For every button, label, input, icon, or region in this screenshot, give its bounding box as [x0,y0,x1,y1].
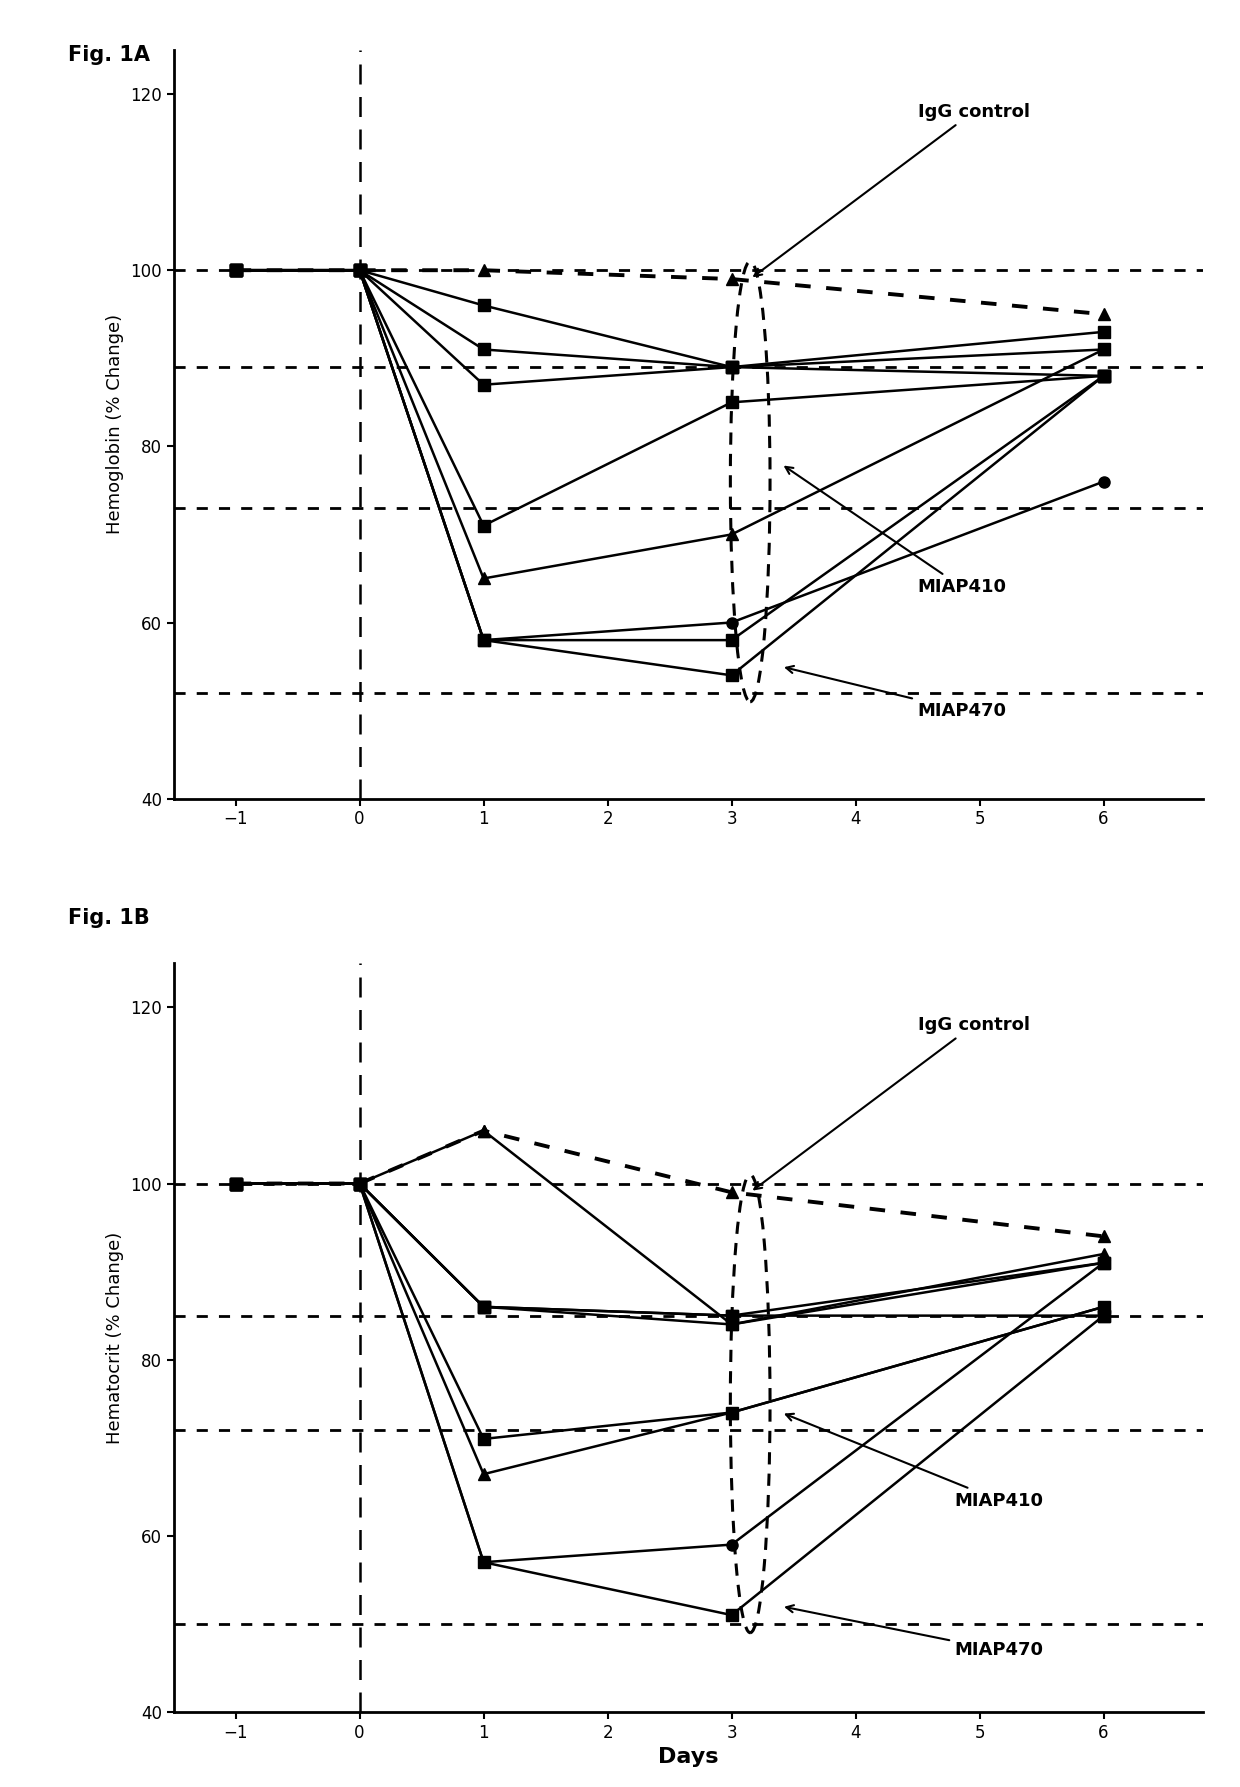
Y-axis label: Hematocrit (% Change): Hematocrit (% Change) [107,1231,124,1444]
X-axis label: Days: Days [658,1748,718,1767]
Y-axis label: Hemoglobin (% Change): Hemoglobin (% Change) [107,315,124,534]
Text: MIAP470: MIAP470 [786,667,1007,720]
Text: MIAP410: MIAP410 [786,1414,1044,1510]
Text: IgG control: IgG control [754,102,1029,275]
Text: MIAP410: MIAP410 [785,466,1007,597]
Text: MIAP470: MIAP470 [786,1605,1044,1660]
Text: Fig. 1A: Fig. 1A [68,45,150,64]
Text: IgG control: IgG control [754,1017,1029,1190]
Text: Fig. 1B: Fig. 1B [68,908,150,927]
